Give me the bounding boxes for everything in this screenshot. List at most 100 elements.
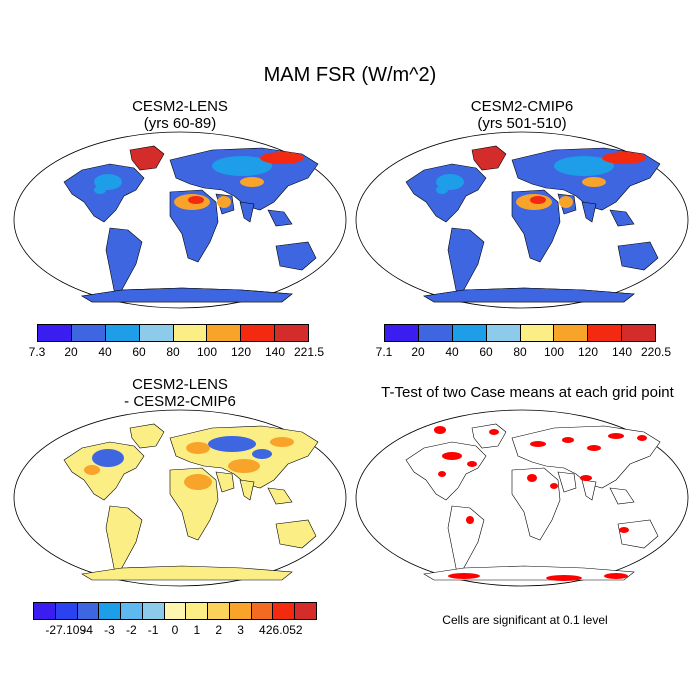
colorbar-diff-cells (33, 602, 317, 620)
landmass-arabia (557, 471, 577, 493)
landmass-southAmerica (105, 505, 143, 579)
panel-title-lens: CESM2-LENS (yrs 60-89) (60, 98, 300, 132)
field-patch (84, 465, 100, 475)
landmass-india (581, 201, 597, 223)
landmass-india (239, 479, 255, 501)
colorbar-lens-label: 60 (132, 345, 146, 359)
significance-note: Cells are significant at 0.1 level (442, 613, 608, 627)
map-ttest (355, 409, 689, 587)
landmass-australia (617, 519, 659, 549)
landmass-greenland (129, 423, 165, 449)
colorbar-cmip6-ticks: 7.1 20 40 60 80 100 120 140 220.5 (376, 345, 671, 361)
panel-title-cmip6-line1: CESM2-CMIP6 (470, 98, 574, 115)
colorbar-diff-cell (186, 603, 209, 619)
field-patch (212, 156, 272, 176)
colorbar-cmip6-cell (520, 325, 555, 341)
significant-cells (466, 516, 474, 524)
field-patch (270, 437, 294, 447)
field-patch (240, 177, 264, 187)
field-patch (92, 449, 124, 467)
colorbar-cmip6: 7.1 20 40 60 80 100 120 140 220.5 (376, 324, 671, 361)
significant-cells (562, 437, 574, 443)
significant-cells (604, 573, 628, 579)
colorbar-cmip6-cell (452, 325, 487, 341)
colorbar-cmip6-cell (554, 325, 589, 341)
colorbar-lens-cell (105, 325, 140, 341)
panel-title-diff-line1: CESM2-LENS (132, 376, 228, 393)
panel-title-cmip6-line2: (yrs 501-510) (477, 115, 567, 132)
colorbar-lens-label: 140 (264, 345, 286, 359)
landmass-seAsia (609, 487, 635, 505)
landmass-greenland (471, 145, 507, 171)
antarctica-overlay (423, 287, 635, 303)
colorbar-diff-label: 2 (215, 623, 223, 637)
field-patch (217, 196, 231, 208)
landmass-southAmerica (447, 505, 485, 579)
colorbar-cmip6-cell (486, 325, 521, 341)
field-patch (184, 474, 212, 490)
significant-cells (467, 461, 477, 467)
field-patch (582, 177, 606, 187)
landmass-europeAsia (511, 425, 661, 489)
colorbar-diff-label: -2 (125, 623, 137, 637)
significant-cells (448, 573, 480, 579)
significant-cells (637, 435, 647, 441)
main-title: MAM FSR (W/m^2) (263, 64, 437, 86)
field-patch (554, 156, 614, 176)
colorbar-diff-cell (251, 603, 274, 619)
colorbar-diff-ticks: -27.109 -4 -3 -2 -1 0 1 2 3 4 26.052 (33, 623, 317, 639)
colorbar-cmip6-label: 100 (543, 345, 565, 359)
colorbar-lens-label: 221.5 (293, 345, 325, 359)
colorbar-cmip6-label: 80 (513, 345, 527, 359)
colorbar-cmip6-cell (588, 325, 623, 341)
landmass-australia (275, 241, 317, 271)
colorbar-diff-cell (77, 603, 100, 619)
landmass-india (581, 479, 597, 501)
landmass-africa (511, 467, 561, 541)
field-patch (252, 449, 272, 459)
landmass-arabia (215, 471, 235, 493)
landmass-seAsia (267, 487, 293, 505)
colorbar-lens-label: 20 (64, 345, 78, 359)
colorbar-cmip6-label: 120 (577, 345, 599, 359)
map-lens (13, 131, 347, 309)
colorbar-lens-cell (38, 325, 72, 341)
colorbar-diff-cell (121, 603, 143, 619)
significant-cells (530, 441, 546, 447)
panel-title-ttest: T-Test of two Case means at each grid po… (381, 384, 674, 401)
colorbar-diff: -27.109 -4 -3 -2 -1 0 1 2 3 4 26.052 (33, 602, 317, 639)
field-patch (559, 196, 573, 208)
colorbar-diff-label: 1 (193, 623, 201, 637)
field-patch (186, 442, 210, 454)
map-diff (13, 409, 347, 587)
landmass-antarctica (81, 565, 293, 581)
panel-title-diff: CESM2-LENS - CESM2-CMIP6 (60, 376, 300, 410)
significant-cells (434, 426, 446, 434)
colorbar-diff-label: -3 (104, 623, 115, 637)
antarctica-overlay (81, 287, 293, 303)
significant-cells (619, 527, 629, 533)
colorbar-lens-cell (71, 325, 106, 341)
colorbar-cmip6-cells (384, 324, 656, 342)
colorbar-lens-label: 100 (196, 345, 218, 359)
colorbar-diff-label: -1 (147, 623, 159, 637)
colorbar-lens: 7.3 20 40 60 80 100 120 140 221.5 (29, 324, 324, 361)
colorbar-lens-label: 40 (98, 345, 112, 359)
landmass-india (239, 201, 255, 223)
significant-cells (587, 445, 601, 451)
field-patch (208, 436, 256, 452)
colorbar-cmip6-label: 60 (479, 345, 493, 359)
landmass-southAmerica (105, 227, 143, 301)
colorbar-diff-cell (55, 603, 78, 619)
colorbar-lens-cell (139, 325, 174, 341)
significant-cells (442, 452, 462, 460)
colorbar-cmip6-label: 40 (445, 345, 459, 359)
colorbar-lens-ticks: 7.3 20 40 60 80 100 120 140 221.5 (29, 345, 324, 361)
significant-cells (489, 429, 499, 435)
panel-title-diff-line2: - CESM2-CMIP6 (124, 393, 236, 410)
colorbar-diff-cell (295, 603, 316, 619)
colorbar-diff-label: -4 (82, 623, 93, 637)
field-patch (94, 174, 122, 190)
colorbar-diff-label: 3 (237, 623, 244, 637)
colorbar-diff-label: 0 (171, 623, 179, 637)
